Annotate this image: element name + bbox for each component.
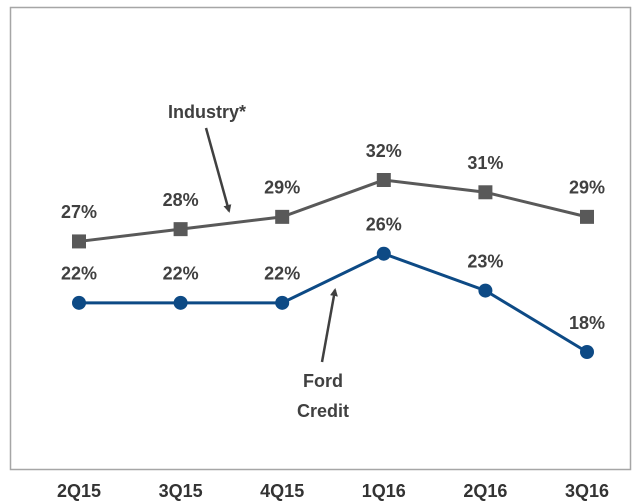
x-tick-label: 3Q15 xyxy=(159,481,203,501)
annotation-arrow xyxy=(204,127,232,213)
chart-frame xyxy=(9,6,632,471)
series-label: Industry* xyxy=(168,102,246,122)
x-tick-label: 2Q15 xyxy=(57,481,101,501)
point-marker xyxy=(72,234,86,249)
x-tick-label: 3Q16 xyxy=(565,481,609,501)
data-label: 22% xyxy=(264,264,300,284)
series-line xyxy=(78,178,588,243)
point-marker xyxy=(580,345,594,359)
data-label: 31% xyxy=(467,153,503,173)
point-marker xyxy=(580,209,594,224)
x-tick-label: 4Q15 xyxy=(260,481,304,501)
series-label: Ford Credit xyxy=(296,371,349,421)
point-marker xyxy=(275,295,290,310)
data-label: 26% xyxy=(366,214,402,234)
series-line xyxy=(79,252,588,354)
data-label: 32% xyxy=(366,141,402,161)
point-marker xyxy=(275,209,290,224)
data-label: 29% xyxy=(569,178,605,198)
data-label: 23% xyxy=(467,251,503,271)
data-label: 28% xyxy=(163,190,199,210)
annotation-arrow xyxy=(320,288,338,363)
data-label: 29% xyxy=(264,178,300,198)
point-marker xyxy=(173,295,188,310)
x-tick-label: 1Q16 xyxy=(362,481,406,501)
point-marker xyxy=(173,222,188,237)
data-label: 22% xyxy=(163,264,199,284)
point-marker xyxy=(376,246,391,261)
data-label: 27% xyxy=(61,202,97,222)
point-marker xyxy=(478,185,493,200)
point-marker xyxy=(478,283,493,298)
data-label: 18% xyxy=(569,313,605,333)
point-marker xyxy=(72,295,86,310)
x-tick-label: 2Q16 xyxy=(463,481,507,501)
point-marker xyxy=(376,173,391,187)
data-label: 22% xyxy=(61,264,97,284)
